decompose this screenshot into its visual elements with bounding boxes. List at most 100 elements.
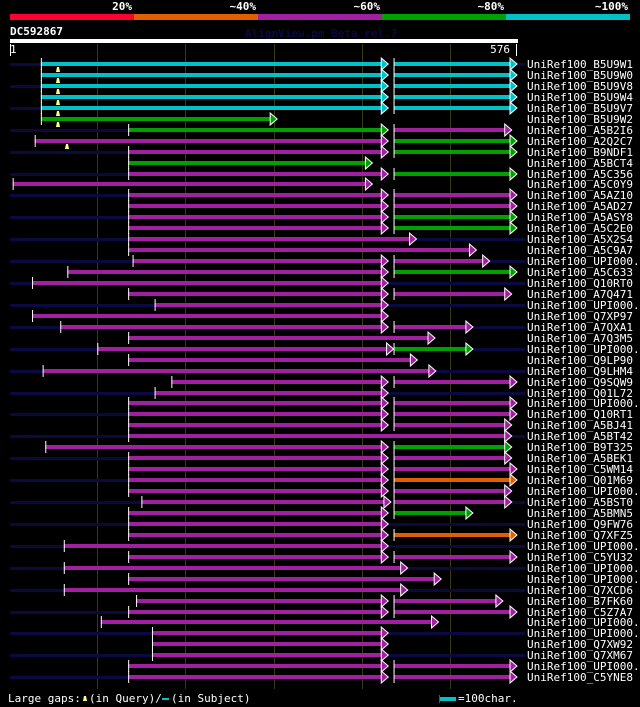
hit-label[interactable]: UniRef100_Q7XP97 [527, 310, 633, 323]
hit-label[interactable]: UniRef100_A7Q471 [527, 288, 633, 301]
hit-row[interactable]: UniRef100_C5YNE8 [10, 669, 633, 685]
hit-label[interactable]: UniRef100_B5U9W1 [527, 58, 633, 71]
hit-row[interactable]: UniRef100_UPI000.. [100, 614, 640, 630]
hit-label[interactable]: UniRef100_Q7XW92 [527, 638, 633, 651]
hit-label[interactable]: UniRef100_A5AZ10 [527, 189, 633, 202]
hit-label[interactable]: UniRef100_Q7XFZ5 [527, 529, 633, 542]
hit-label[interactable]: UniRef100_Q7XCD6 [527, 584, 633, 597]
hit-row[interactable]: UniRef100_Q9SQW9 [171, 374, 633, 390]
hit-label[interactable]: UniRef100_B5U9V7 [527, 102, 633, 115]
hit-label[interactable]: UniRef100_UPI000.. [527, 616, 640, 629]
hit-row[interactable]: UniRef100_UPI000.. [10, 341, 640, 357]
hit-label[interactable]: UniRef100_B9T325 [527, 441, 633, 454]
hit-row[interactable]: UniRef100_Q10RT1 [10, 406, 633, 422]
hit-row[interactable]: UniRef100_B5U9W4 [40, 89, 633, 105]
hit-row[interactable]: UniRef100_Q7XP97 [32, 308, 633, 324]
hit-row[interactable]: UniRef100_UPI000.. [128, 483, 640, 499]
hit-label[interactable]: UniRef100_Q9SQW9 [527, 376, 633, 389]
hit-row[interactable]: UniRef100_Q10RT0 [10, 275, 633, 291]
hit-label[interactable]: UniRef100_A5BT42 [527, 430, 633, 443]
hit-label[interactable]: UniRef100_Q10RT0 [527, 277, 633, 290]
hit-row[interactable]: UniRef100_Q01M69 [10, 472, 633, 488]
hit-label[interactable]: UniRef100_C5YU32 [527, 551, 633, 564]
hit-row[interactable]: UniRef100_C5WM14 [128, 461, 633, 477]
hit-label[interactable]: UniRef100_UPI000.. [527, 299, 640, 312]
hit-row[interactable]: UniRef100_A5AD27 [128, 198, 633, 214]
hit-row[interactable]: UniRef100_A7Q3M5 [128, 330, 633, 346]
hit-row[interactable]: UniRef100_UPI000.. [10, 560, 640, 576]
hit-label[interactable]: UniRef100_UPI000.. [527, 397, 640, 410]
hit-row[interactable]: UniRef100_B9T325 [45, 439, 633, 455]
hit-row[interactable]: UniRef100_A5C2E0 [128, 220, 633, 236]
hit-row[interactable]: UniRef100_Q7XCD6 [10, 582, 633, 598]
hit-row[interactable]: UniRef100_B5U9W0 [40, 67, 633, 83]
hit-row[interactable]: UniRef100_A5ASY8 [10, 209, 633, 225]
hit-row[interactable]: UniRef100_A5BST0 [10, 494, 633, 510]
hit-label[interactable]: UniRef100_A7Q3M5 [527, 332, 633, 345]
hit-label[interactable]: UniRef100_A5C0Y9 [527, 178, 633, 191]
hit-label[interactable]: UniRef100_A7QXA1 [527, 321, 633, 334]
hit-label[interactable]: UniRef100_A5C633 [527, 266, 633, 279]
hit-row[interactable]: UniRef100_A7Q471 [128, 286, 633, 302]
hit-row[interactable]: UniRef100_A5BCT4 [128, 155, 633, 171]
hit-row[interactable]: UniRef100_A2Q2C7 [34, 133, 633, 149]
hit-row[interactable]: UniRef100_A5AZ10 [10, 187, 633, 203]
hit-row[interactable]: UniRef100_A5C633 [67, 264, 633, 280]
hit-label[interactable]: UniRef100_B5U9V8 [527, 80, 633, 93]
hit-row[interactable]: UniRef100_B9NDF1 [10, 144, 633, 160]
hit-label[interactable]: UniRef100_Q9FW76 [527, 518, 633, 531]
hit-row[interactable]: UniRef100_A5C356 [10, 166, 633, 182]
hit-label[interactable]: UniRef100_C5Z7A7 [527, 606, 633, 619]
hit-label[interactable]: UniRef100_A2Q2C7 [527, 135, 633, 148]
hit-row[interactable]: UniRef100_UPI000.. [128, 395, 640, 411]
hit-row[interactable]: UniRef100_B7FK60 [136, 593, 633, 609]
hit-label[interactable]: UniRef100_B5U9W0 [527, 69, 633, 82]
hit-row[interactable]: UniRef100_A7QXA1 [10, 319, 633, 335]
hit-label[interactable]: UniRef100_Q9LHM4 [527, 365, 633, 378]
hit-label[interactable]: UniRef100_UPI000.. [527, 540, 640, 553]
hit-label[interactable]: UniRef100_UPI000.. [527, 627, 640, 640]
hit-row[interactable]: UniRef100_UPI000.. [10, 253, 640, 269]
hit-row[interactable]: UniRef100_Q7XW92 [151, 636, 633, 652]
hit-row[interactable]: UniRef100_B5U9V7 [10, 100, 633, 116]
hit-label[interactable]: UniRef100_A5C9A7 [527, 244, 633, 257]
hit-row[interactable]: UniRef100_A5BMN5 [128, 505, 633, 521]
hit-label[interactable]: UniRef100_C5WM14 [527, 463, 633, 476]
hit-label[interactable]: UniRef100_UPI000.. [527, 562, 640, 575]
hit-row[interactable]: UniRef100_A5C0Y9 [12, 176, 633, 192]
hit-row[interactable]: UniRef100_B5U9W2 [40, 111, 633, 127]
hit-label[interactable]: UniRef100_B5U9W2 [527, 113, 633, 126]
hit-row[interactable]: UniRef100_C5Z7A7 [10, 604, 633, 620]
hit-label[interactable]: UniRef100_C5YNE8 [527, 671, 633, 684]
hit-row[interactable]: UniRef100_A5BJ41 [128, 417, 633, 433]
hit-label[interactable]: UniRef100_Q7XM67 [527, 649, 633, 662]
hit-row[interactable]: UniRef100_A5C9A7 [128, 242, 633, 258]
hit-row[interactable]: UniRef100_UPI000.. [128, 658, 640, 674]
hit-label[interactable]: UniRef100_A5BMN5 [527, 507, 633, 520]
hit-label[interactable]: UniRef100_B5U9W4 [527, 91, 633, 104]
hit-row[interactable]: UniRef100_Q9LP90 [128, 352, 633, 368]
hit-label[interactable]: UniRef100_Q9LP90 [527, 354, 633, 367]
hit-row[interactable]: UniRef100_UPI000.. [10, 625, 640, 641]
hit-row[interactable]: UniRef100_B5U9V8 [10, 78, 633, 94]
hit-label[interactable]: UniRef100_A5X2S4 [527, 233, 633, 246]
hit-row[interactable]: UniRef100_UPI000.. [10, 297, 640, 313]
hit-row[interactable]: UniRef100_Q9FW76 [10, 516, 633, 532]
hit-row[interactable]: UniRef100_A5B2I6 [10, 122, 633, 138]
hit-label[interactable]: UniRef100_Q01M69 [527, 474, 633, 487]
hit-label[interactable]: UniRef100_UPI000.. [527, 660, 640, 673]
hit-label[interactable]: UniRef100_A5BJ41 [527, 419, 633, 432]
hit-row[interactable]: UniRef100_Q01L72 [10, 385, 633, 401]
hit-label[interactable]: UniRef100_A5ASY8 [527, 211, 633, 224]
hit-label[interactable]: UniRef100_A5BEK1 [527, 452, 633, 465]
hit-row[interactable]: UniRef100_C5YU32 [128, 549, 633, 565]
hit-label[interactable]: UniRef100_A5AD27 [527, 200, 633, 213]
hit-row[interactable]: UniRef100_B5U9W1 [10, 56, 633, 72]
hit-row[interactable]: UniRef100_Q9LHM4 [10, 363, 633, 379]
hit-label[interactable]: UniRef100_Q01L72 [527, 387, 633, 400]
hit-label[interactable]: UniRef100_B9NDF1 [527, 146, 633, 159]
hit-label[interactable]: UniRef100_UPI000.. [527, 343, 640, 356]
hit-row[interactable]: UniRef100_Q7XFZ5 [128, 527, 633, 543]
hit-row[interactable]: UniRef100_A5BEK1 [10, 450, 633, 466]
hit-row[interactable]: UniRef100_A5X2S4 [10, 231, 633, 247]
